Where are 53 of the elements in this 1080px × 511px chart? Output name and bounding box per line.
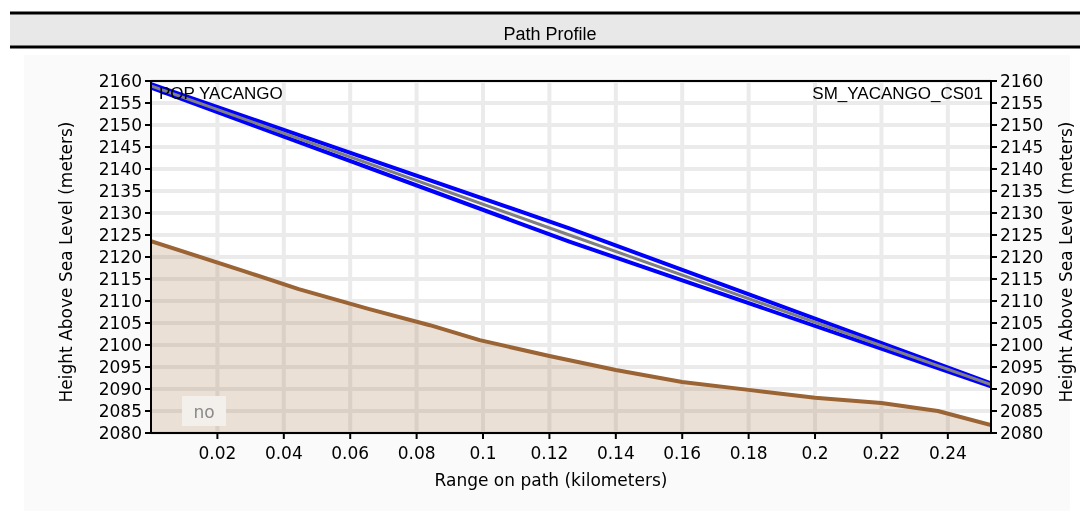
y-tick-label: 2120 [98,247,142,267]
y-tick-label: 2140 [98,159,142,179]
y-tick-label: 2125 [98,225,142,245]
y2-tick-label: 2100 [1000,335,1044,355]
y-tick-label: 2110 [98,291,142,311]
y-tick-label: 2090 [98,379,142,399]
x-tick-label: 0.22 [862,443,901,463]
y2-tick-label: 2150 [1000,115,1044,135]
y2-tick-label: 2140 [1000,159,1044,179]
y-tick-label: 2100 [98,335,142,355]
y-tick-label: 2150 [98,115,142,135]
y2-tick-label: 2095 [1000,357,1044,377]
y2-tick-label: 2145 [1000,137,1044,157]
x-tick-label: 0.2 [801,443,829,463]
x-tick-label: 0.04 [264,443,303,463]
y-tick-label: 2160 [98,71,142,91]
y-tick-label: 2145 [98,137,142,157]
y2-tick-label: 2125 [1000,225,1044,245]
y2-axis-title: Height Above Sea Level (meters) [1056,121,1076,403]
y-tick-label: 2115 [98,269,142,289]
y2-tick-label: 2130 [1000,203,1044,223]
y2-tick-label: 2090 [1000,379,1044,399]
y-tick-label: 2105 [98,313,142,333]
x-tick-label: 0.08 [397,443,436,463]
x-tick-label: 0.24 [928,443,967,463]
y-tick-label: 2155 [98,93,142,113]
y-tick-label: 2135 [98,181,142,201]
annotation: SM_YACANGO_CS01 [812,84,983,103]
y2-tick-label: 2115 [1000,269,1044,289]
y2-tick-label: 2105 [1000,313,1044,333]
x-tick-label: 0.1 [469,443,497,463]
y2-tick-label: 2155 [1000,93,1044,113]
y-axis-title: Height Above Sea Level (meters) [56,121,76,403]
x-tick-label: 0.12 [530,443,569,463]
x-tick-label: 0.18 [729,443,768,463]
x-tick-label: 0.06 [331,443,370,463]
x-tick-label: 0.02 [198,443,237,463]
y2-tick-label: 2135 [1000,181,1044,201]
y2-tick-label: 2110 [1000,291,1044,311]
y-tick-label: 2095 [98,357,142,377]
chart-title: Path Profile [503,24,597,44]
y-tick-label: 2085 [98,401,142,421]
annotation: no [193,402,215,422]
annotation: POP YACANGO [159,84,283,103]
y2-tick-label: 2080 [1000,423,1044,443]
y2-tick-label: 2120 [1000,247,1044,267]
x-tick-label: 0.16 [663,443,702,463]
x-axis-title: Range on path (kilometers) [434,470,668,490]
y-tick-label: 2080 [98,423,142,443]
y2-tick-label: 2085 [1000,401,1044,421]
x-tick-label: 0.14 [596,443,635,463]
y-tick-label: 2130 [98,203,142,223]
y2-tick-label: 2160 [1000,71,1044,91]
